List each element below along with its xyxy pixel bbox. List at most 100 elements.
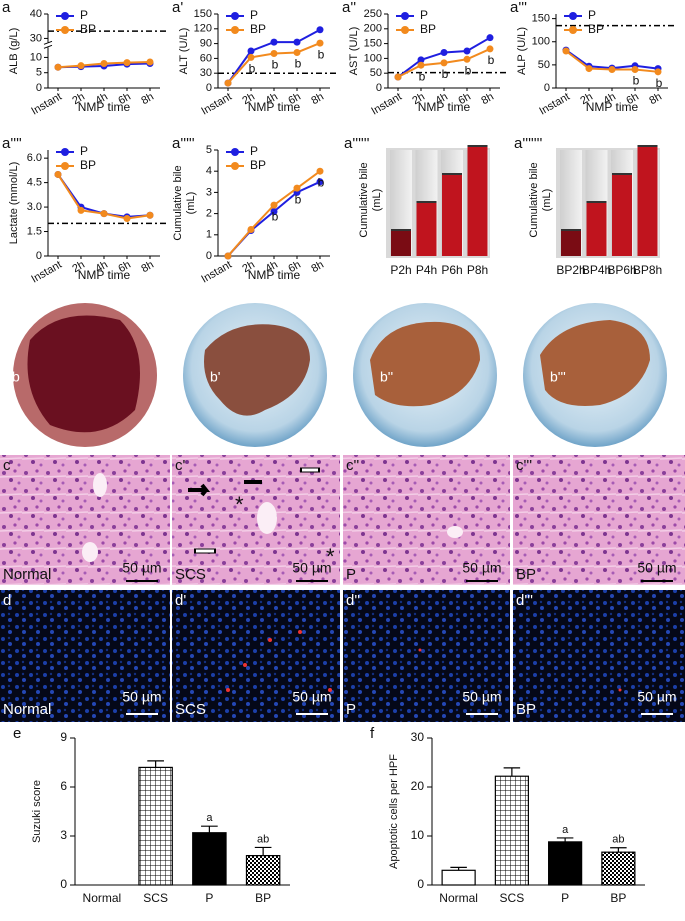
tube-label: BP4h	[582, 263, 611, 277]
x-tick-label: 8h	[479, 91, 496, 108]
x-axis-label: NMP time	[78, 100, 131, 114]
scale-label: 50 µm	[637, 560, 676, 576]
bar	[441, 869, 476, 886]
x-tick-label: P	[561, 891, 569, 905]
y-tick-label: 150	[532, 13, 550, 25]
y-tick-label: 60	[200, 52, 212, 64]
y-tick-label: 10	[411, 828, 425, 842]
marker	[293, 38, 301, 46]
marker	[394, 73, 402, 81]
y-tick-label: 150	[194, 8, 212, 20]
marker	[463, 55, 471, 63]
y-tick-label: 3.0	[27, 201, 42, 213]
y-tick-label: 0	[206, 250, 212, 262]
y-tick-label: 150	[364, 38, 382, 50]
y-tick-label: 0	[417, 877, 424, 891]
significance-label: a	[206, 812, 213, 824]
y-tick-label: 40	[30, 8, 42, 20]
x-tick-label: 2h	[410, 91, 427, 108]
x-tick-label: SCS	[500, 891, 525, 905]
annotation: b	[318, 175, 325, 189]
x-tick-label: 2h	[578, 91, 595, 108]
panel-label: a''''''	[344, 135, 370, 152]
panel-label: a'''''	[172, 135, 195, 152]
y-axis-label: Cumulative bile	[358, 162, 370, 237]
marker	[654, 68, 662, 76]
annotation: b	[442, 67, 449, 81]
panel-label: f	[370, 725, 375, 742]
tube-label: BP2h	[556, 263, 585, 277]
y-tick-label: 0	[206, 82, 212, 94]
x-tick-label: 8h	[647, 91, 664, 108]
y-tick-label: 250	[364, 8, 382, 20]
panel-label: b	[12, 369, 20, 385]
y-axis-label: Cumulative bile	[172, 165, 184, 240]
x-tick-label: 4h	[93, 91, 110, 108]
marker	[123, 214, 131, 222]
marker	[224, 252, 232, 260]
bar	[192, 832, 227, 886]
y-axis-label: AST (U/L)	[348, 27, 360, 76]
marker	[417, 61, 425, 69]
x-tick-label: 8h	[139, 259, 156, 276]
panel-label: a''''	[2, 135, 22, 152]
annotation: b	[488, 53, 495, 67]
tube-label: P4h	[416, 263, 437, 277]
group-label: SCS	[175, 701, 206, 718]
marker	[247, 226, 255, 233]
bile	[416, 202, 437, 256]
x-tick-label: P	[205, 891, 213, 905]
legend-marker	[61, 148, 69, 156]
legend-marker	[569, 12, 577, 20]
x-tick-label: 6h	[116, 259, 133, 276]
marker	[77, 206, 85, 214]
y-tick-label: 1	[206, 229, 212, 241]
tube-label: BP8h	[633, 263, 662, 277]
legend-label: BP	[250, 158, 266, 172]
bar	[548, 841, 583, 886]
x-tick-label: 4h	[601, 91, 618, 108]
scale-label: 50 µm	[122, 689, 161, 705]
annotation: b	[249, 62, 256, 76]
marker	[123, 59, 131, 67]
marker	[293, 48, 301, 56]
y-tick-label: 0	[60, 877, 67, 891]
legend-marker	[401, 12, 409, 20]
legend-label: P	[420, 8, 428, 22]
x-tick-label: 6h	[116, 91, 133, 108]
x-tick-label: SCS	[143, 891, 168, 905]
annotation: b	[656, 76, 663, 90]
marker	[146, 211, 154, 219]
marker	[440, 59, 448, 67]
x-tick-label: 8h	[139, 91, 156, 108]
svg-text:*: *	[235, 492, 244, 517]
x-tick-label: Instant	[29, 259, 64, 286]
y-tick-label: 100	[532, 36, 550, 48]
x-tick-label: 2h	[240, 259, 257, 276]
bile	[391, 230, 411, 256]
y-axis-label: ALT (U/L)	[178, 28, 190, 75]
scale-label: 50 µm	[292, 689, 331, 705]
legend-label: P	[250, 8, 258, 22]
x-tick-label: 8h	[309, 259, 326, 276]
marker	[270, 38, 278, 46]
x-tick-label: Normal	[439, 891, 478, 905]
micrograph	[172, 590, 340, 722]
x-tick-label: BP	[255, 891, 271, 905]
group-label: P	[346, 701, 356, 718]
y-axis-label: ALP (U/L)	[516, 27, 528, 75]
panel-label: d	[3, 592, 11, 609]
group-label: SCS	[175, 566, 206, 583]
y-axis-label: Cumulative bile	[528, 162, 540, 237]
y-tick-label: 9	[60, 730, 67, 744]
x-tick-label: 4h	[93, 259, 110, 276]
y-tick-label: 3	[60, 828, 67, 842]
annotation: b	[295, 57, 302, 71]
scale-label: 50 µm	[122, 560, 161, 576]
bar	[245, 854, 281, 886]
panel-label: c'''	[516, 457, 532, 474]
axis-break	[43, 44, 53, 49]
annotation: b	[419, 69, 426, 83]
micrograph	[172, 455, 340, 585]
bile	[612, 174, 632, 256]
